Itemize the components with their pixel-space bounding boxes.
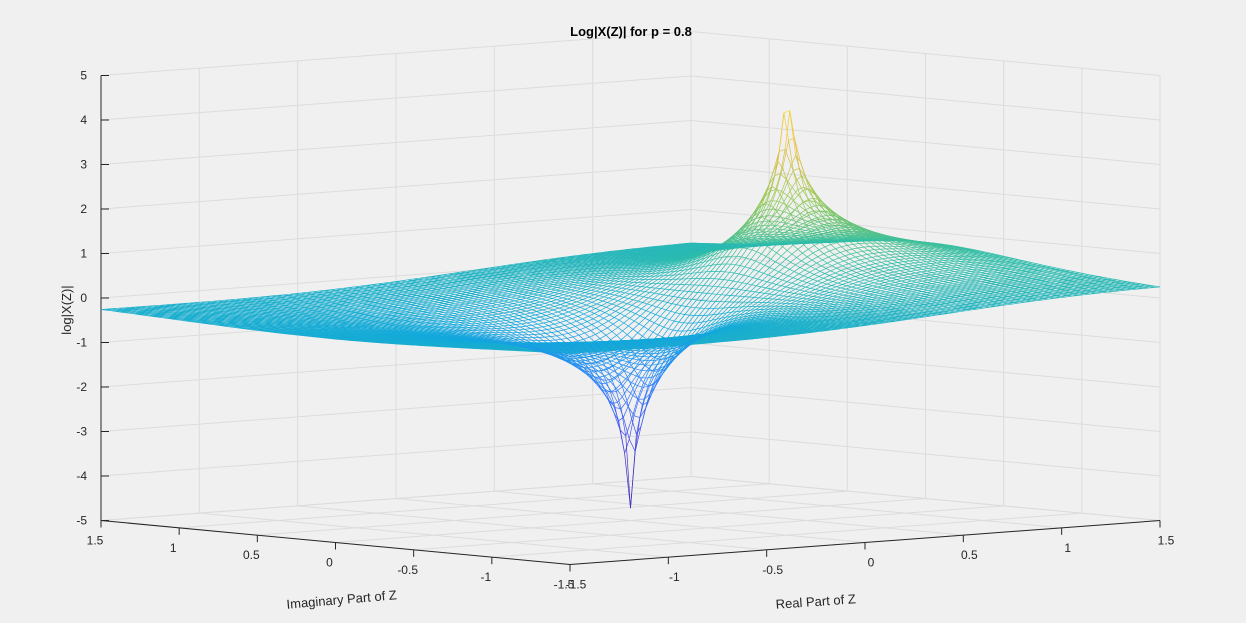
grid-line [335,498,926,543]
grid-line [179,483,770,529]
grid-line [491,512,1082,558]
grid-line [100,387,692,432]
grid-line [413,505,1004,551]
grid-line [690,387,1161,432]
surface-mesh-line [492,323,499,325]
grid-line [690,209,1161,254]
grid-line [100,75,692,121]
surface-mesh-line [784,232,791,234]
grid-line [690,431,1161,477]
surface-mesh-line [518,328,525,331]
grid-line [100,476,692,521]
surface [100,110,1161,509]
grid-line [690,75,1161,121]
grid-line [257,490,848,536]
surface-mesh-line [482,322,489,324]
grid-line [690,298,1161,343]
grid-line [100,31,692,76]
grid-line [100,120,692,165]
grid-line [690,120,1161,165]
grid-line [100,164,692,210]
surface-mesh-line [544,336,551,338]
surface-mesh-line [497,325,504,327]
grid-line [690,342,1161,388]
surface-mesh-line [488,321,495,323]
grid-line [100,209,692,254]
grid-line [690,164,1161,210]
grid-line [100,431,692,477]
surface-mesh-line [503,324,510,327]
surface-mesh-line [467,319,474,321]
surface-mesh-line [471,320,478,323]
axes [100,31,1161,572]
grid-line [690,31,1161,76]
